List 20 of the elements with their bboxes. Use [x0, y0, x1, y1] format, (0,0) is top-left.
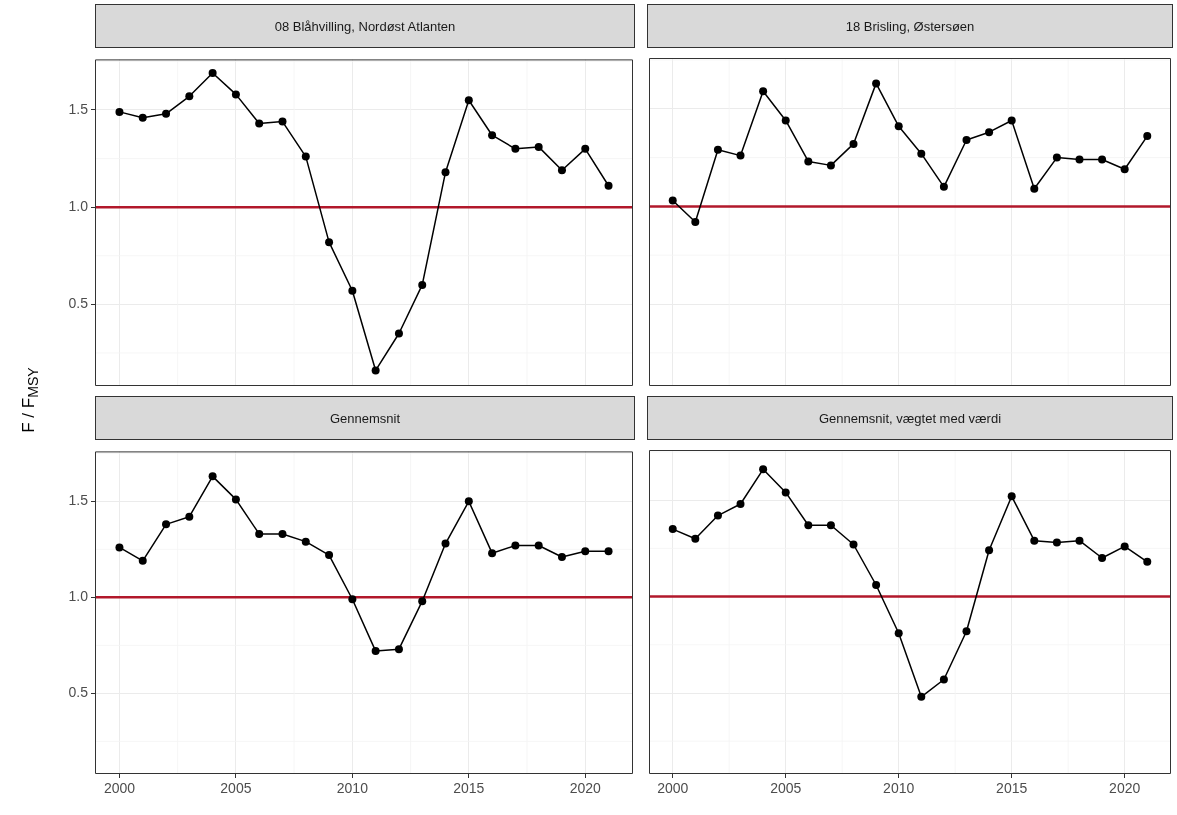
- x-tick-label: 2020: [569, 780, 602, 797]
- y-tick-label: 1.5: [68, 492, 89, 509]
- chart-title: Gennemsnit: [95, 396, 635, 440]
- x-tick-label: 2005: [770, 780, 802, 797]
- chart-title: 08 Blåhvilling, Nordøst Atlanten: [95, 4, 635, 48]
- y-tick-label: 1.0: [68, 588, 89, 605]
- chart-title: Gennemsnit, vægtet med værdi: [647, 396, 1173, 440]
- y-tick-label: 0.5: [68, 684, 89, 701]
- x-tick-label: 2015: [453, 780, 485, 797]
- x-tick-label: 2020: [1109, 780, 1141, 797]
- x-tick-label: 2015: [996, 780, 1028, 797]
- x-tick-label: 2010: [883, 780, 915, 797]
- chart-title: 18 Brisling, Østersøen: [647, 4, 1173, 48]
- y-tick-label: 1.0: [68, 198, 89, 215]
- x-tick-label: 2005: [220, 780, 252, 797]
- x-tick-label: 2000: [657, 780, 689, 797]
- y-tick-label: 1.5: [68, 100, 89, 117]
- x-tick-label: 2010: [336, 780, 369, 797]
- y-tick-label: 0.5: [68, 295, 89, 312]
- x-tick-label: 2000: [103, 780, 136, 797]
